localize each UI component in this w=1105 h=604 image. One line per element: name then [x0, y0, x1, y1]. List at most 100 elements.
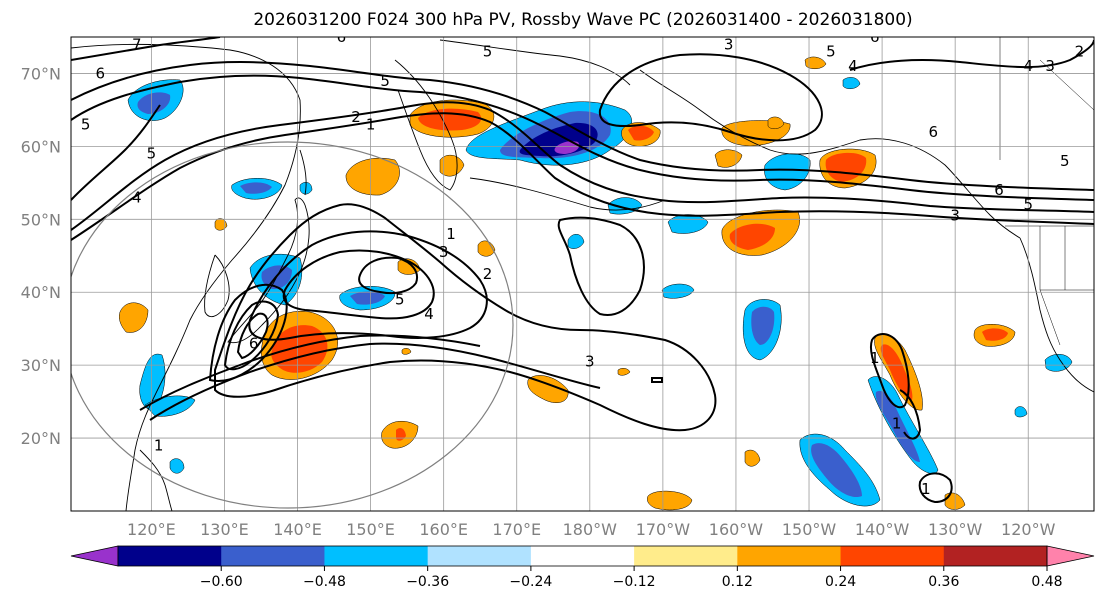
coastline-philippines [139, 449, 173, 511]
pv-contour-label: 3 [585, 353, 595, 371]
negative-anomaly-east-pacific-core [875, 390, 920, 462]
pv-contour-baja-south [899, 389, 922, 440]
negative-anomaly-small-1 [842, 77, 861, 89]
pv-contour-label: 6 [337, 28, 347, 46]
lon-tick-label: 130°E [200, 520, 249, 539]
lon-tick-label: 180°W [563, 520, 618, 539]
coastline-west-north-america [1019, 237, 1094, 393]
negative-anomaly-small-3 [169, 458, 185, 474]
pv-contour-south-2 [139, 334, 481, 411]
pv-contour-nw-corner [71, 37, 221, 61]
colorbar-tick-label: 0.24 [825, 574, 856, 590]
lat-tick-label: 40°N [21, 283, 61, 302]
longitude-tick-labels: 120°E 130°E 140°E 150°E 160°E 170°E 180°W 170°W… [127, 520, 1056, 539]
colorbar-segment [737, 546, 842, 566]
pv-contour-northeast [849, 39, 1094, 71]
pv-contour-label: 4 [848, 57, 858, 75]
colorbar: −0.60 −0.48 −0.36 −0.24 −0.12 0.12 0.24 0.36 0.4… [70, 545, 1095, 590]
pv-contour-cutoff-3 [358, 256, 418, 295]
pv-contour-label: 6 [994, 181, 1004, 199]
lon-tick-label: 120°E [127, 520, 176, 539]
pv-contour-label: 5 [826, 43, 836, 61]
pv-contour-wave-trough [214, 203, 717, 432]
pv-contour-cutoff-outer [248, 230, 488, 341]
positive-anomaly-south-4 [744, 449, 761, 467]
positive-anomaly-north-pacific-core [729, 223, 775, 250]
pv-contour-label: 1 [870, 349, 880, 367]
colorbar-segment [943, 546, 1048, 566]
positive-anomaly-small-2 [401, 348, 412, 355]
colorbar-segment [530, 546, 635, 566]
colorbar-tick-label: 0.36 [928, 574, 959, 590]
coastline-kamchatka [394, 59, 458, 191]
pv-contour-label: 1 [446, 225, 456, 243]
negative-anomaly-central-pacific-core [751, 306, 775, 345]
pv-contours [71, 37, 1094, 504]
coastline-korea [204, 254, 230, 318]
coastline-alaska [639, 69, 1021, 239]
great-circle-region [71, 141, 514, 509]
lat-tick-label: 20°N [21, 429, 61, 448]
lat-tick-label: 30°N [21, 356, 61, 375]
positive-anomaly-west-4 [214, 218, 228, 231]
coastline-japan [227, 197, 310, 344]
colorbar-segment [840, 546, 945, 566]
pv-contour-label: 5 [81, 116, 91, 134]
positive-anomaly-ne-2 [767, 116, 785, 129]
pv-contour-jet-3 [71, 74, 1094, 201]
pv-contour-label: 2 [1075, 43, 1085, 61]
pv-contour-label: 5 [483, 43, 493, 61]
pv-contour-label: 6 [249, 334, 259, 352]
coastline-sakhalin [299, 149, 307, 196]
colorbar-tick-label: −0.12 [613, 574, 656, 590]
colorbar-extend-max [1046, 545, 1095, 567]
pv-contour-label: 6 [95, 64, 105, 82]
pv-contour-label: 4 [1023, 57, 1033, 75]
map-frame [70, 36, 1095, 512]
colorbar-segment [221, 546, 325, 566]
pv-contour-label: 2 [483, 265, 493, 283]
colorbar-tick-label: −0.24 [509, 574, 552, 590]
negative-anomaly-okhotsk-core [240, 182, 272, 194]
positive-anomaly-sakhalin [345, 157, 400, 196]
colorbar-tick-label: −0.60 [200, 574, 243, 590]
us-state-borders [999, 37, 1094, 346]
positive-anomaly-small-1 [617, 368, 631, 376]
pv-contour-jet-4 [71, 61, 1094, 191]
negative-anomaly-subtropical-core [811, 443, 862, 498]
lon-tick-label: 160°E [419, 520, 468, 539]
pv-contour-label: 3 [950, 207, 960, 225]
lon-tick-label: 170°E [492, 520, 541, 539]
pv-contour-small-closed [651, 377, 663, 383]
pv-contour-cutoff-inner [282, 249, 435, 320]
lon-tick-label: 150°E [346, 520, 395, 539]
positive-anomaly-south-2 [527, 375, 569, 403]
negative-anomaly-small-2 [567, 234, 585, 249]
colorbar-segment [634, 546, 738, 566]
pv-contour-label: 5 [380, 72, 390, 90]
coastline-chukotka [439, 39, 631, 86]
lon-tick-label: 170°W [636, 520, 691, 539]
pv-contour-label: 5 [1023, 196, 1033, 214]
gridlines [71, 37, 1094, 511]
pv-contour-south-1 [149, 342, 601, 421]
colorbar-tick-label: 0.48 [1031, 574, 1062, 590]
colorbar-tick-label: 0.12 [722, 574, 753, 590]
colorbar-extend-min [70, 545, 119, 567]
colorbar-segment [324, 546, 429, 566]
colorbar-tick-label: −0.48 [303, 574, 346, 590]
pv-contour-label: 3 [1045, 57, 1055, 75]
positive-anomaly-south-3 [647, 490, 693, 511]
negative-anomaly-yellow-sea [139, 353, 166, 411]
pv-contour-japan-tight-3 [236, 312, 269, 360]
negative-anomaly-mid-c [661, 283, 695, 299]
pv-contour-japan-tight-2 [223, 300, 280, 371]
colorbar-segment [427, 546, 532, 566]
canada-territory-b [1039, 59, 1094, 111]
pv-contour-japan-tight-1 [208, 283, 288, 382]
positive-anomaly-west-5 [439, 154, 465, 177]
lon-tick-label: 150°W [782, 520, 837, 539]
pv-contour-label: 1 [154, 436, 164, 454]
